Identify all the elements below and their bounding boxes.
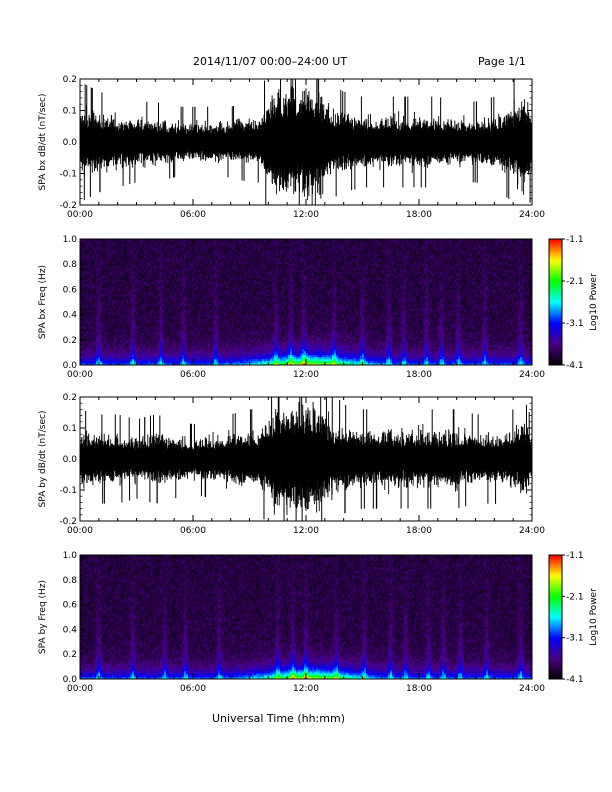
y-tick-label: 0.2 [63,75,77,85]
x-tick-label: 00:00 [67,210,93,220]
trace-core [80,134,532,150]
panel-2-spectrogram [80,239,532,365]
x-tick-label: 06:00 [180,210,206,220]
x-tick-label: 24:00 [519,210,545,220]
y-tick-label: 0.1 [63,107,77,117]
x-tick-label: 18:00 [406,210,432,220]
chart-figure: 00:00 06:00 12:00 18:00 24:00 -0.2 -0.1 0.0 0.1 0… [0,0,612,792]
y-tick-label: 0.0 [63,138,78,148]
x-tick-label: 12:00 [293,210,319,220]
panel-1-trace [80,79,532,205]
y-tick-label: -0.1 [59,170,77,180]
y-tick-label: -0.2 [59,201,77,211]
y-axis-label: SPA bx dB/dt (nT/sec) [38,94,48,191]
